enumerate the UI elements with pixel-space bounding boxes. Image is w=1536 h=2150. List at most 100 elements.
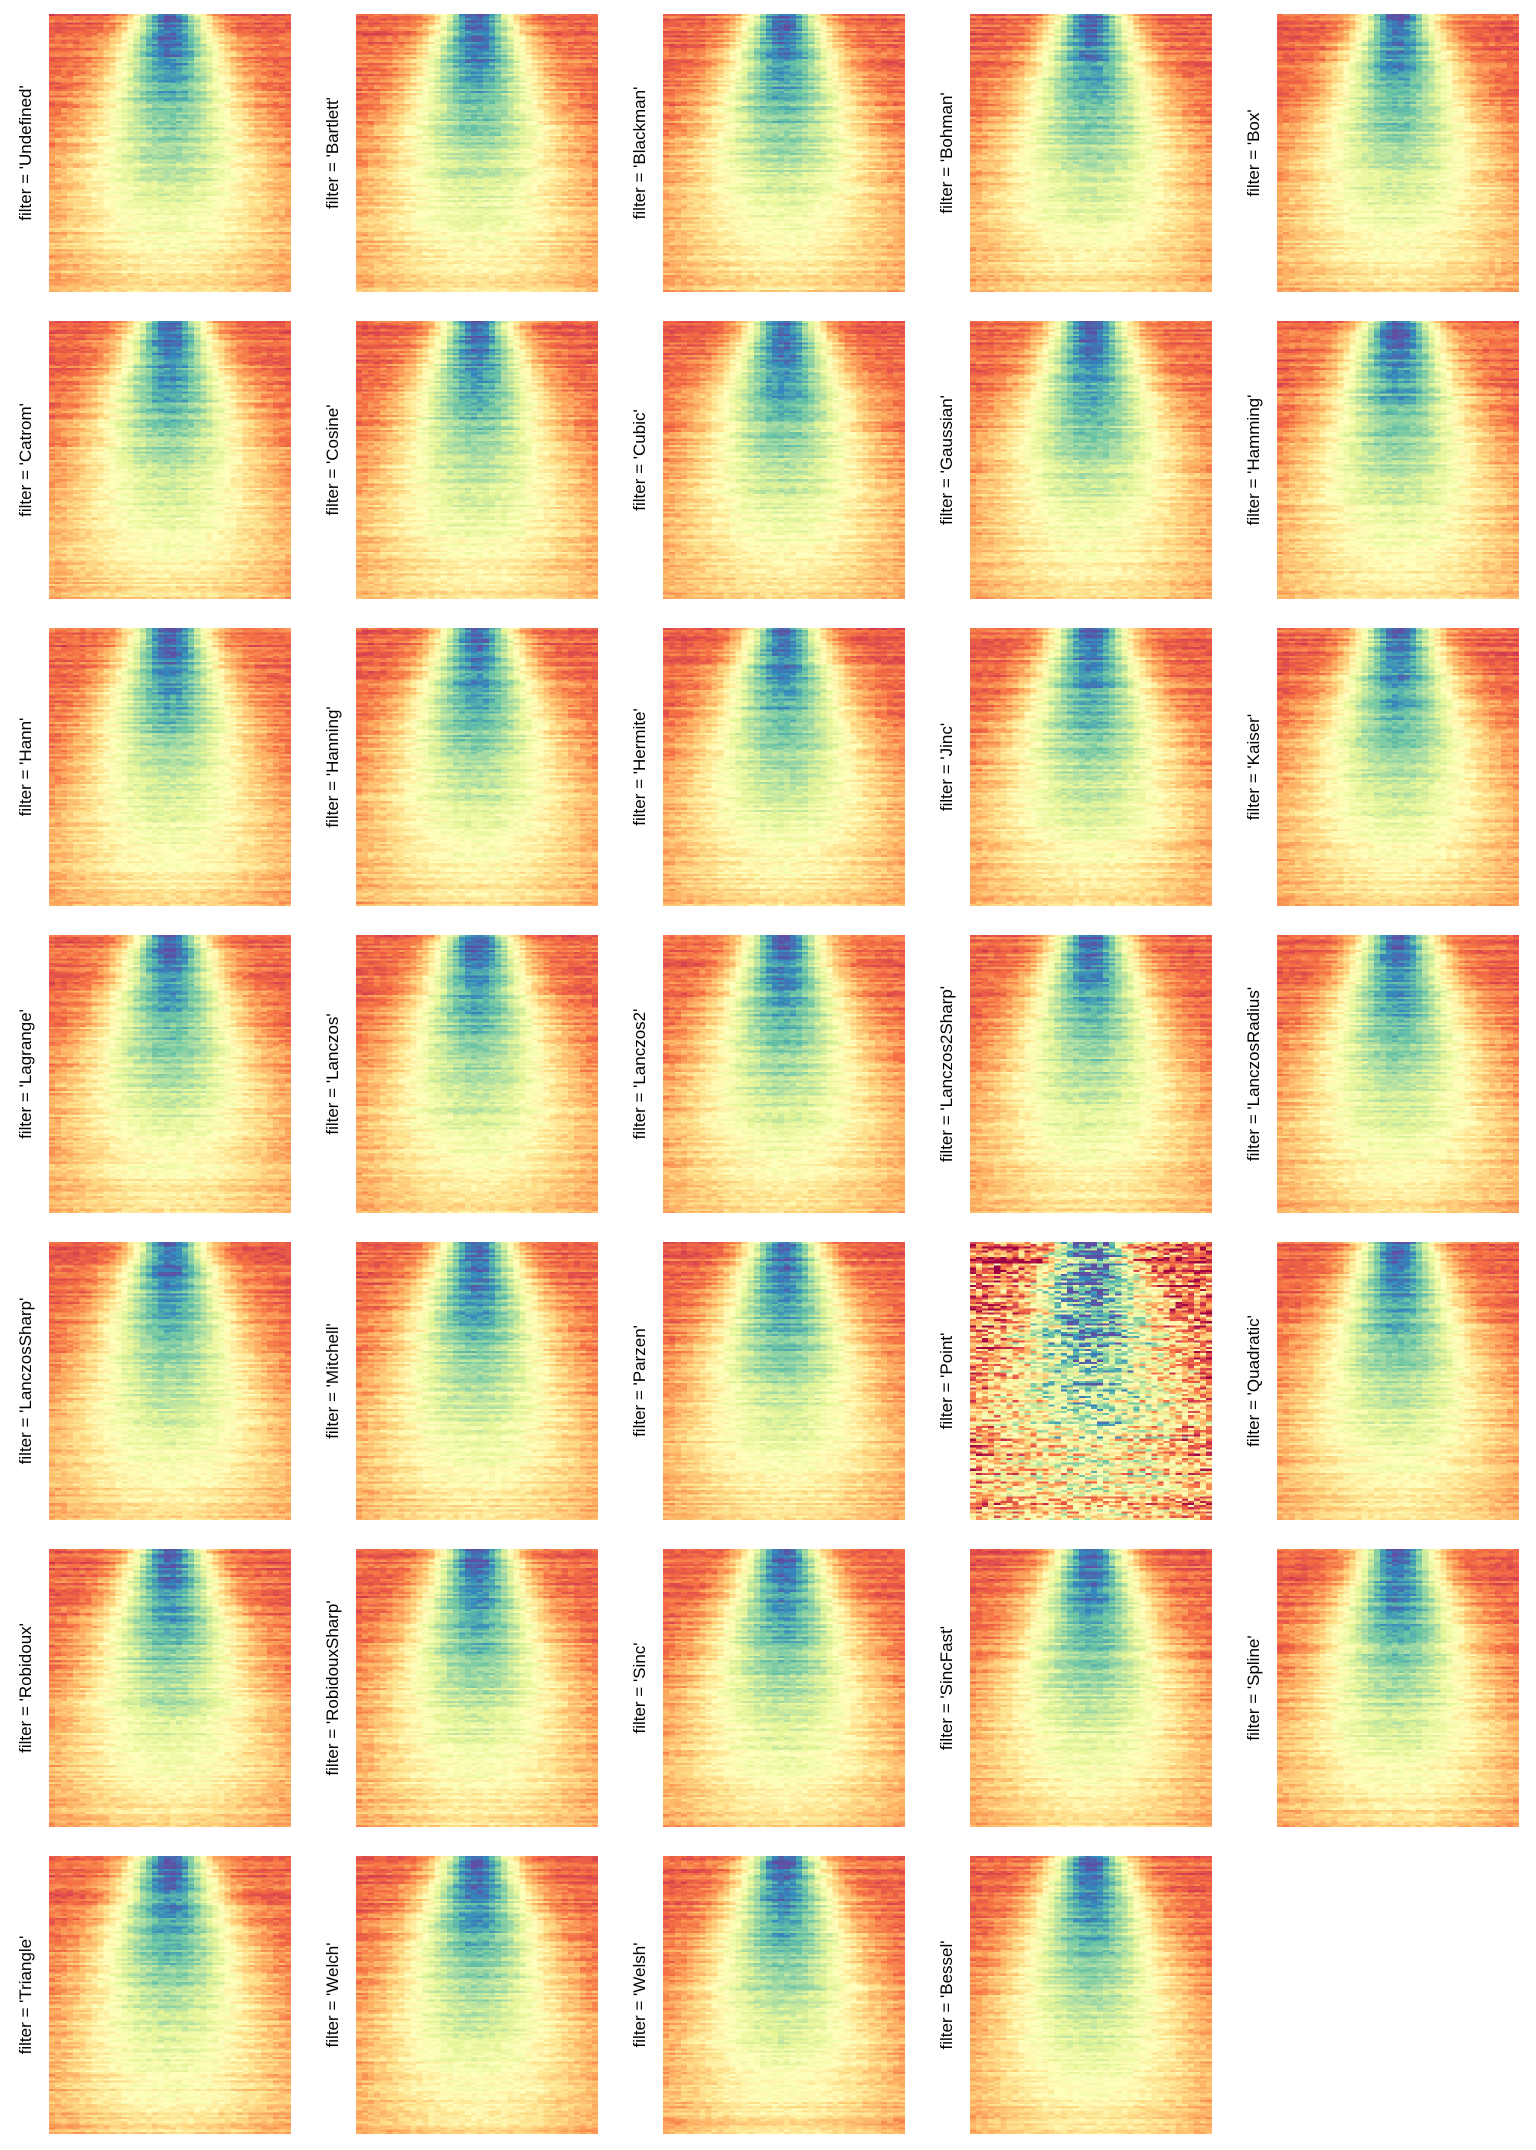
- facet-label: filter = 'Lanczos2': [630, 1008, 649, 1140]
- facet-panel: filter = 'Bartlett': [307, 14, 607, 304]
- facet-panel: filter = 'Undefined': [0, 14, 300, 304]
- facet-panel: filter = 'Lanczos2Sharp': [921, 935, 1221, 1225]
- facet-panel: filter = 'LanczosRadius': [1228, 935, 1528, 1225]
- facet-label: filter = 'RobidouxSharp': [323, 1600, 342, 1776]
- heatmap-panel: [1277, 935, 1519, 1213]
- facet-panel: filter = 'Blackman': [614, 14, 914, 304]
- facet-panel: filter = 'Bohman': [921, 14, 1221, 304]
- facet-panel: filter = 'Box': [1228, 14, 1528, 304]
- heatmap-panel: [49, 321, 291, 599]
- facet-panel: filter = 'Triangle': [0, 1856, 300, 2146]
- facet-panel: filter = 'Quadratic': [1228, 1242, 1528, 1532]
- facet-label: filter = 'Welch': [323, 1942, 342, 2048]
- facet-label: filter = 'Catrom': [16, 403, 35, 517]
- heatmap-panel: [663, 14, 905, 292]
- heatmap-panel: [49, 935, 291, 1213]
- facet-label: filter = 'Hann': [16, 717, 35, 817]
- facet-panel: filter = 'Hamming': [1228, 321, 1528, 611]
- facet-label: filter = 'Point': [937, 1332, 956, 1430]
- facet-panel: filter = 'Spline': [1228, 1549, 1528, 1839]
- heatmap-panel: [49, 1242, 291, 1520]
- facet-panel: filter = 'Lanczos': [307, 935, 607, 1225]
- heatmap-panel: [1277, 628, 1519, 906]
- heatmap-panel: [1277, 1549, 1519, 1827]
- heatmap-panel: [970, 1242, 1212, 1520]
- facet-label: filter = 'Hermite': [630, 708, 649, 826]
- facet-panel: filter = 'Jinc': [921, 628, 1221, 918]
- facet-label: filter = 'Bessel': [937, 1940, 956, 2050]
- facet-panel: filter = 'Point': [921, 1242, 1221, 1532]
- heatmap-panel: [970, 935, 1212, 1213]
- heatmap-panel: [663, 1856, 905, 2134]
- facet-label: filter = 'Lagrange': [16, 1009, 35, 1139]
- heatmap-panel: [49, 1856, 291, 2134]
- facet-panel: filter = 'Catrom': [0, 321, 300, 611]
- heatmap-panel: [663, 1242, 905, 1520]
- heatmap-panel: [356, 1242, 598, 1520]
- heatmap-panel: [356, 935, 598, 1213]
- facet-panel: filter = 'Gaussian': [921, 321, 1221, 611]
- facet-label: filter = 'Triangle': [16, 1935, 35, 2055]
- facet-label: filter = 'LanczosRadius': [1244, 986, 1263, 1162]
- heatmap-panel: [663, 935, 905, 1213]
- facet-label: filter = 'Parzen': [630, 1325, 649, 1437]
- facet-label: filter = 'SincFast': [937, 1625, 956, 1751]
- facet-panel: filter = 'RobidouxSharp': [307, 1549, 607, 1839]
- facet-label: filter = 'Box': [1244, 109, 1263, 197]
- heatmap-panel: [49, 1549, 291, 1827]
- facet-panel: filter = 'LanczosSharp': [0, 1242, 300, 1532]
- facet-panel: filter = 'Sinc': [614, 1549, 914, 1839]
- facet-panel: filter = 'Welch': [307, 1856, 607, 2146]
- facet-panel: filter = 'Lagrange': [0, 935, 300, 1225]
- facet-panel: filter = 'Parzen': [614, 1242, 914, 1532]
- facet-label: filter = 'Blackman': [630, 86, 649, 220]
- facet-label: filter = 'LanczosSharp': [16, 1297, 35, 1465]
- heatmap-panel: [356, 1856, 598, 2134]
- facet-label: filter = 'Bohman': [937, 92, 956, 214]
- heatmap-panel: [356, 628, 598, 906]
- facet-label: filter = 'Hamming': [1244, 394, 1263, 526]
- facet-label: filter = 'Cubic': [630, 409, 649, 511]
- heatmap-panel: [663, 628, 905, 906]
- facet-label: filter = 'Quadratic': [1244, 1315, 1263, 1447]
- facet-label: filter = 'Undefined': [16, 85, 35, 221]
- facet-panel: filter = 'Bessel': [921, 1856, 1221, 2146]
- facet-panel: filter = 'Lanczos2': [614, 935, 914, 1225]
- facet-label: filter = 'Hanning': [323, 706, 342, 828]
- facet-panel: filter = 'Robidoux': [0, 1549, 300, 1839]
- heatmap-panel: [970, 321, 1212, 599]
- heatmap-panel: [663, 1549, 905, 1827]
- facet-label: filter = 'Bartlett': [323, 97, 342, 209]
- facet-label: filter = 'Sinc': [630, 1642, 649, 1734]
- facet-label: filter = 'Kaiser': [1244, 713, 1263, 821]
- facet-label: filter = 'Robidoux': [16, 1623, 35, 1753]
- facet-panel: filter = 'Hann': [0, 628, 300, 918]
- heatmap-panel: [1277, 321, 1519, 599]
- heatmap-panel: [970, 628, 1212, 906]
- facet-panel: filter = 'Kaiser': [1228, 628, 1528, 918]
- facet-label: filter = 'Gaussian': [937, 395, 956, 525]
- facet-panel: filter = 'Hanning': [307, 628, 607, 918]
- facet-panel: filter = 'Mitchell': [307, 1242, 607, 1532]
- heatmap-panel: [1277, 14, 1519, 292]
- heatmap-panel: [970, 1856, 1212, 2134]
- facet-panel: filter = 'Welsh': [614, 1856, 914, 2146]
- heatmap-panel: [970, 14, 1212, 292]
- heatmap-panel: [49, 14, 291, 292]
- heatmap-panel: [1277, 1242, 1519, 1520]
- heatmap-panel: [49, 628, 291, 906]
- facet-panel: filter = 'Cosine': [307, 321, 607, 611]
- facet-label: filter = 'Welsh': [630, 1942, 649, 2048]
- heatmap-panel: [663, 321, 905, 599]
- facet-label: filter = 'Jinc': [937, 722, 956, 812]
- facet-label: filter = 'Lanczos': [323, 1013, 342, 1135]
- facet-label: filter = 'Cosine': [323, 404, 342, 516]
- facet-panel: filter = 'Hermite': [614, 628, 914, 918]
- facet-panel: filter = 'Cubic': [614, 321, 914, 611]
- heatmap-panel: [356, 1549, 598, 1827]
- facet-label: filter = 'Lanczos2Sharp': [937, 985, 956, 1163]
- facet-panel: filter = 'SincFast': [921, 1549, 1221, 1839]
- heatmap-panel: [356, 14, 598, 292]
- facet-label: filter = 'Spline': [1244, 1635, 1263, 1741]
